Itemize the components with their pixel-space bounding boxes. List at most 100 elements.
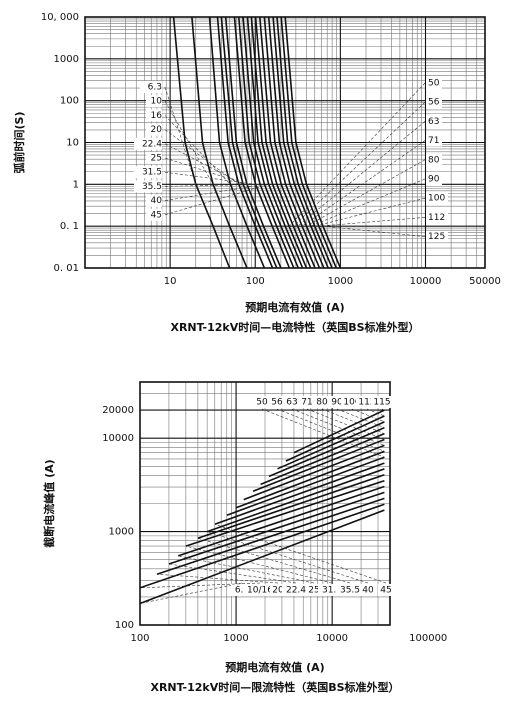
series-label: 22.4: [286, 586, 306, 596]
series-line: [214, 462, 385, 525]
series-line: [197, 474, 385, 539]
label-bg: [426, 211, 448, 224]
y-tick-label: 0. 01: [54, 263, 79, 274]
series-line: [168, 491, 385, 565]
series-label: 80: [428, 155, 440, 165]
series-label: 63: [428, 117, 439, 127]
leader-line: [139, 582, 261, 589]
y-tick-label: 10: [66, 138, 79, 149]
series-line: [243, 444, 385, 501]
series-line: [140, 509, 385, 605]
series-label: 40: [362, 586, 374, 596]
series-label: 16: [151, 111, 163, 121]
label-bg: [426, 77, 442, 89]
leader-line: [306, 159, 426, 227]
series-line: [259, 17, 316, 268]
label-bg: [360, 584, 376, 596]
leader-line: [156, 573, 279, 584]
label-bg: [146, 109, 162, 122]
series-line: [254, 17, 312, 268]
y-axis-title: 截断电流峰值 (A): [42, 459, 56, 547]
x-tick-label: 1000: [328, 276, 353, 287]
series-line: [263, 17, 321, 268]
label-bg: [426, 134, 442, 147]
x-tick-label: 50000: [469, 276, 501, 287]
series-label: 20: [272, 586, 284, 596]
leader-line: [178, 555, 315, 584]
series-label: 35.5: [142, 182, 162, 192]
series-label: 90: [428, 175, 440, 185]
series-label: 100: [343, 398, 360, 408]
series-label: 6.3: [148, 83, 162, 93]
label-bg: [269, 396, 285, 408]
x-tick-label: 10000: [316, 633, 348, 644]
series-label: 45: [151, 210, 162, 220]
series-line: [285, 415, 385, 462]
leader-line: [291, 408, 385, 446]
leader-line: [293, 101, 426, 227]
leader-line: [164, 115, 231, 185]
y-tick-label: 10, 000: [41, 12, 79, 23]
series-line: [156, 497, 385, 575]
series-label: 125: [428, 232, 445, 242]
leader-line: [306, 408, 385, 440]
leader-line: [276, 408, 385, 452]
leader-line: [366, 408, 385, 417]
leader-line: [321, 408, 385, 434]
curves: [140, 409, 385, 605]
plot-frame: [139, 381, 391, 626]
series-line: [250, 17, 308, 268]
x-tick-label: 100: [130, 633, 149, 644]
series-label: 22.4: [142, 139, 162, 149]
series-label: 6.3: [235, 586, 249, 596]
series-label: 80: [316, 398, 328, 408]
series-line: [206, 468, 385, 533]
plot: 6.3 10 16 20 22.4 25 31.5 35.5 40 45 50 56 63 71 80 90 1…: [84, 16, 486, 269]
label-bg: [426, 153, 442, 166]
leader-line: [297, 121, 426, 227]
series-label: 71: [428, 136, 439, 146]
series-label: 115: [373, 398, 390, 408]
leader-line: [164, 184, 269, 216]
series-label: 112: [428, 213, 445, 223]
series-line: [284, 17, 342, 268]
series-line: [260, 432, 385, 486]
series-line: [177, 485, 385, 557]
label-bg: [146, 152, 162, 164]
label-bg: [146, 194, 162, 207]
series-line: [235, 450, 385, 509]
leader-line: [139, 582, 243, 604]
plot: 6.310/16 20 22.4 25 31.535.5 40 45 50 56 63 71 80 90…: [139, 381, 394, 626]
y-tick-label: 100: [60, 96, 79, 107]
y-tick-label: 10000: [102, 433, 134, 444]
label-bg: [426, 173, 442, 185]
series-label: 31.5: [322, 586, 342, 596]
series-line: [226, 456, 385, 516]
series-line: [216, 17, 274, 268]
leader-line: [164, 157, 248, 185]
series-label: 25: [151, 154, 162, 164]
series-label: 31.5: [142, 168, 162, 178]
series-label: 10/16: [247, 586, 273, 596]
label-bg: [314, 396, 330, 408]
x-axis-title: 预期电流有效值 (A): [245, 300, 344, 314]
series-label: 50: [256, 398, 268, 408]
series-label: 35.5: [340, 586, 360, 596]
series-line: [276, 17, 333, 268]
label-bg: [134, 137, 162, 150]
leader-line: [207, 531, 369, 584]
label-bg: [426, 230, 448, 243]
label-bg: [134, 180, 162, 193]
y-tick-label: 1000: [109, 527, 134, 538]
series-line: [267, 17, 325, 268]
leader-line: [164, 184, 265, 201]
x-tick-label: 100000: [409, 633, 447, 644]
leader-line: [318, 217, 426, 227]
series-label: 40: [151, 196, 163, 206]
leader-line: [261, 408, 385, 458]
leader-line: [336, 408, 385, 429]
label-bg: [146, 123, 162, 136]
label-bg: [336, 584, 364, 596]
series-line: [208, 17, 266, 268]
